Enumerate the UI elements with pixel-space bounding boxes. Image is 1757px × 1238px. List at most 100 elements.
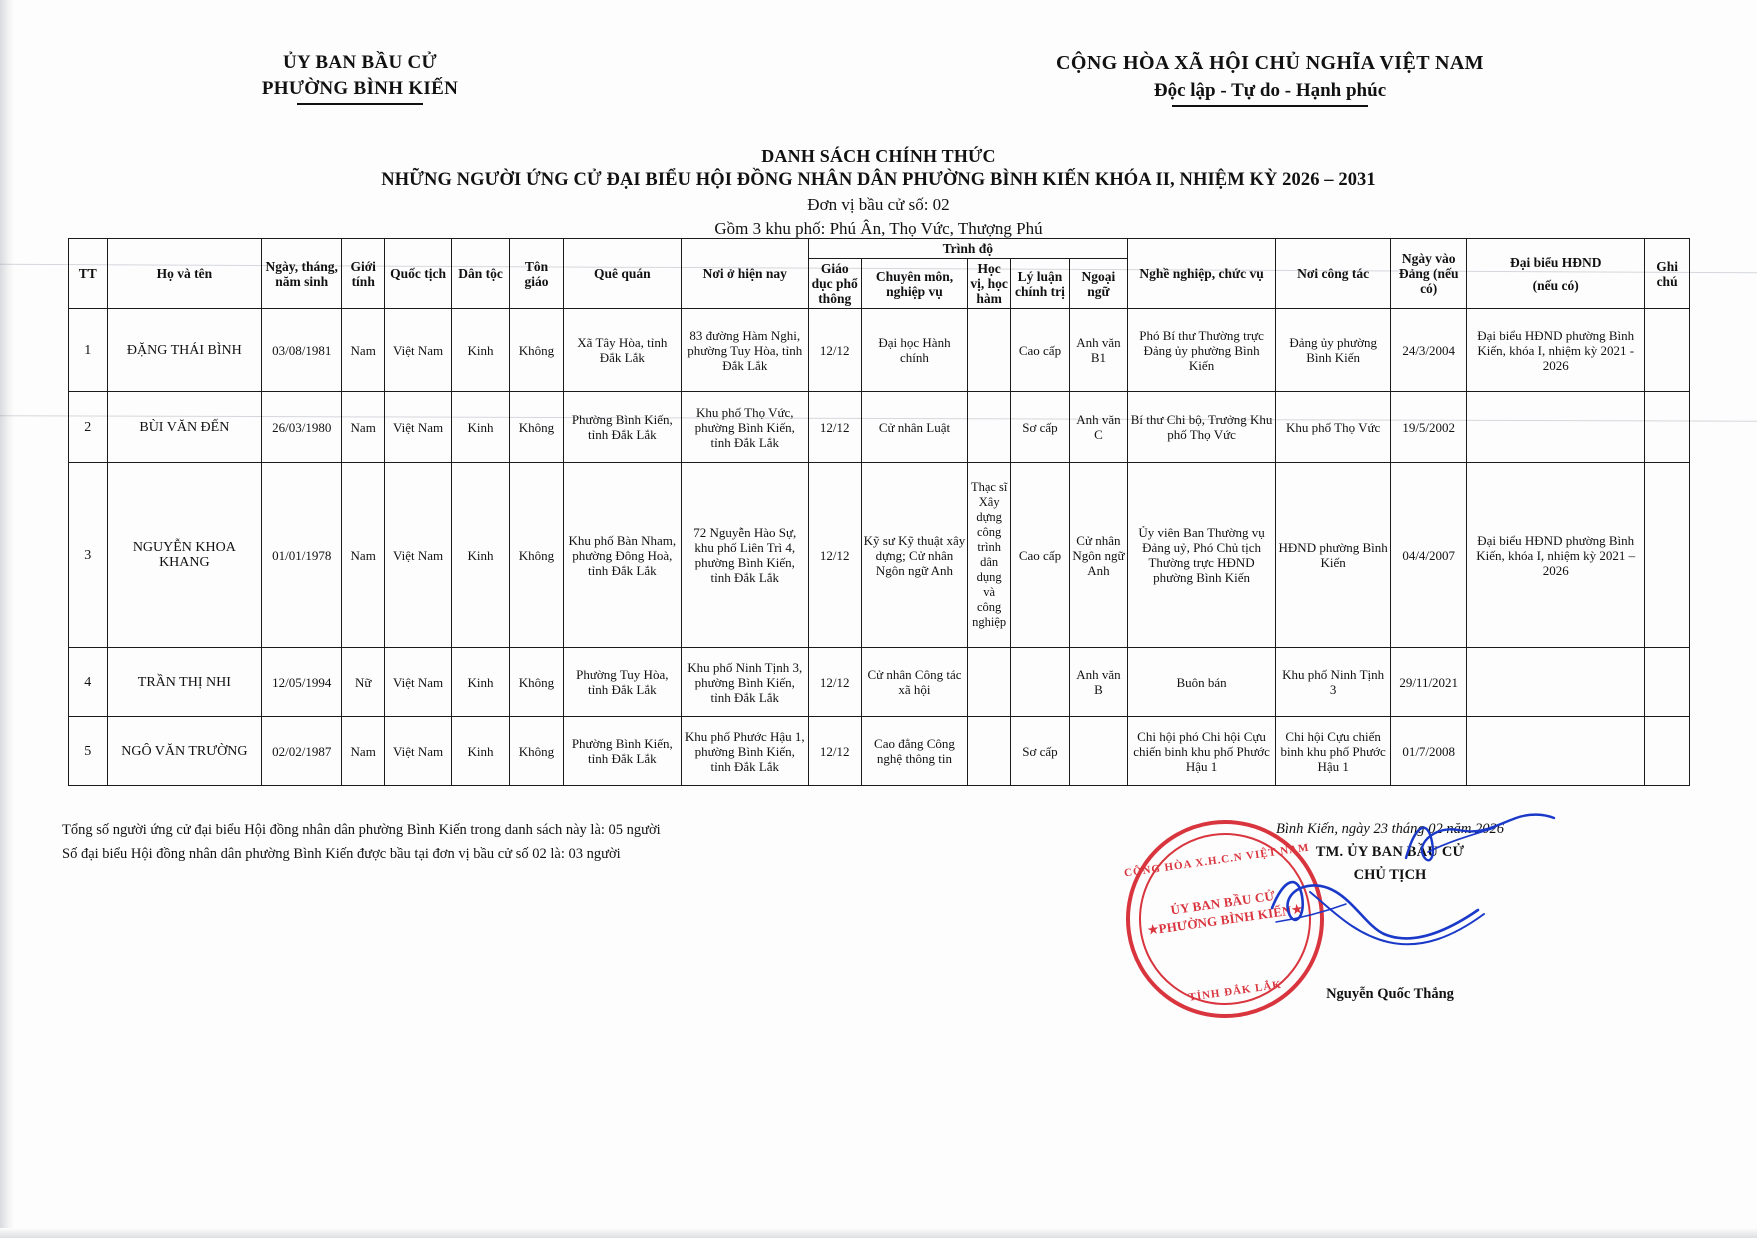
- national-motto: Độc lập - Tự do - Hạnh phúc: [1154, 78, 1386, 107]
- cell-tt: 4: [68, 647, 108, 717]
- cell-workplace: Chi hội Cựu chiến binh khu phố Phước Hậu…: [1275, 716, 1392, 786]
- cell-workplace: Khu phố Thọ Vức: [1275, 391, 1392, 463]
- page-bottom-edge-shadow: [0, 1228, 1757, 1238]
- cell-edu-general: 12/12: [807, 716, 862, 786]
- national-heading: CỘNG HÒA XÃ HỘI CHỦ NGHĨA VIỆT NAM Độc l…: [960, 50, 1580, 107]
- cell-name: TRẦN THỊ NHI: [106, 647, 263, 717]
- issuing-authority: ỦY BAN BẦU CỬ PHƯỜNG BÌNH KIẾN: [150, 50, 570, 105]
- cell-hdnd: Đại biểu HĐND phường Bình Kiến, khóa I, …: [1466, 308, 1646, 392]
- neighborhood-list: Gồm 3 khu phố: Phú Ân, Thọ Vức, Thượng P…: [714, 219, 1043, 238]
- cell-dob: 01/01/1978: [261, 462, 343, 648]
- signatory-name: Nguyễn Quốc Thắng: [1326, 986, 1454, 1002]
- cell-occupation: Ủy viên Ban Thường vụ Đảng uỷ, Phó Chủ t…: [1126, 462, 1277, 648]
- cell-dob: 02/02/1987: [261, 716, 343, 786]
- th-party-date: Ngày vào Đảng (nếu có): [1390, 238, 1468, 309]
- cell-dob: 03/08/1981: [261, 308, 343, 392]
- cell-note: [1644, 308, 1690, 392]
- cell-religion: Không: [509, 391, 564, 463]
- cell-edu-degree: Thạc sĩ Xây dựng công trình dân dụng và …: [967, 462, 1011, 648]
- electoral-unit: Đơn vị bầu cử số: 02: [807, 195, 950, 214]
- cell-edu-degree: [967, 716, 1011, 786]
- cell-edu-language: Anh văn B1: [1068, 308, 1128, 392]
- document-title-block: DANH SÁCH CHÍNH THỨC NHỮNG NGƯỜI ỨNG CỬ …: [0, 144, 1757, 241]
- cell-edu-politics: Sơ cấp: [1010, 716, 1070, 786]
- total-candidates-line: Tổng số người ứng cử đại biểu Hội đồng n…: [62, 822, 661, 838]
- cell-party-date: 04/4/2007: [1390, 462, 1468, 648]
- cell-hdnd: [1466, 391, 1646, 463]
- cell-name: NGÔ VĂN TRƯỜNG: [106, 716, 263, 786]
- cell-edu-major: Cử nhân Luật: [860, 391, 969, 463]
- th-note: Ghi chú: [1644, 238, 1690, 309]
- cell-hometown: Phường Tuy Hòa, tỉnh Đắk Lắk: [562, 647, 682, 717]
- cell-tt: 2: [68, 391, 108, 463]
- table-header-row-2: Giáo dục phổ thông Chuyên môn, nghiệp vụ…: [69, 258, 1690, 309]
- cell-hdnd: [1466, 647, 1646, 717]
- cell-name: ĐẶNG THÁI BÌNH: [106, 308, 263, 392]
- cell-tt: 1: [68, 308, 108, 392]
- signature-place-date: Bình Kiến, ngày 23 tháng 02 năm 2026: [1276, 821, 1504, 837]
- cell-hometown: Phường Bình Kiến, tỉnh Đắk Lắk: [562, 391, 682, 463]
- cell-name: BÙI VĂN ĐẾN: [106, 391, 263, 463]
- cell-gender: Nữ: [341, 647, 386, 717]
- signature-organization: TM. ỦY BAN BẦU CỬ: [1315, 844, 1465, 860]
- cell-note: [1644, 647, 1690, 717]
- cell-edu-language: Anh văn B: [1068, 647, 1128, 717]
- cell-note: [1644, 462, 1690, 648]
- cell-edu-major: Đại học Hành chính: [860, 308, 969, 392]
- cell-hdnd: [1466, 716, 1646, 786]
- th-occupation: Nghề nghiệp, chức vụ: [1126, 238, 1277, 309]
- footer-summary: Tổng số người ứng cử đại biểu Hội đồng n…: [62, 818, 661, 866]
- table-row: 5 NGÔ VĂN TRƯỜNG 02/02/1987 Nam Việt Nam…: [68, 716, 1690, 786]
- cell-religion: Không: [509, 647, 564, 717]
- authority-line-2: PHƯỜNG BÌNH KIẾN: [262, 76, 458, 105]
- cell-nationality: Việt Nam: [384, 716, 453, 786]
- candidate-list-table: TT Họ và tên Ngày, tháng, năm sinh Giới …: [68, 238, 1690, 786]
- th-edu-politics: Lý luận chính trị: [1010, 258, 1070, 309]
- th-edu-degree: Học vị, học hàm: [967, 258, 1011, 309]
- authority-line-1: ỦY BAN BẦU CỬ: [283, 52, 437, 73]
- cell-edu-degree: [967, 308, 1011, 392]
- cell-edu-language: [1068, 716, 1128, 786]
- cell-edu-politics: Cao cấp: [1010, 308, 1070, 392]
- table-header-row-1: TT Họ và tên Ngày, tháng, năm sinh Giới …: [68, 238, 1690, 309]
- cell-edu-general: 12/12: [807, 462, 862, 648]
- cell-nationality: Việt Nam: [384, 647, 453, 717]
- cell-nationality: Việt Nam: [384, 462, 453, 648]
- cell-edu-language: Cử nhân Ngôn ngữ Anh: [1068, 462, 1128, 648]
- cell-dob: 12/05/1994: [261, 647, 343, 717]
- cell-hdnd: Đại biểu HĐND phường Bình Kiến, khóa I, …: [1466, 462, 1646, 648]
- cell-edu-politics: Sơ cấp: [1010, 391, 1070, 463]
- cell-edu-politics: Cao cấp: [1010, 462, 1070, 648]
- cell-gender: Nam: [341, 391, 386, 463]
- cell-residence: 72 Nguyễn Hào Sự, khu phố Liên Trì 4, ph…: [680, 462, 809, 648]
- th-ethnicity: Dân tộc: [451, 238, 511, 309]
- cell-ethnicity: Kinh: [451, 716, 511, 786]
- cell-edu-language: Anh văn C: [1068, 391, 1128, 463]
- seats-to-elect-line: Số đại biểu Hội đồng nhân dân phường Bìn…: [62, 846, 621, 862]
- th-hdnd-line2: (nếu có): [1532, 277, 1579, 293]
- cell-workplace: Khu phố Ninh Tịnh 3: [1275, 647, 1392, 717]
- cell-occupation: Chi hội phó Chi hội Cựu chiến binh khu p…: [1126, 716, 1277, 786]
- cell-nationality: Việt Nam: [384, 308, 453, 392]
- th-education-group: Trình độ: [807, 238, 1128, 259]
- document-header: ỦY BAN BẦU CỬ PHƯỜNG BÌNH KIẾN CỘNG HÒA …: [0, 50, 1757, 120]
- cell-party-date: 24/3/2004: [1390, 308, 1468, 392]
- cell-ethnicity: Kinh: [451, 462, 511, 648]
- cell-dob: 26/03/1980: [261, 391, 343, 463]
- cell-edu-major: Cử nhân Công tác xã hội: [860, 647, 969, 717]
- page-left-edge-shadow: [0, 0, 14, 1238]
- country-name: CỘNG HÒA XÃ HỘI CHỦ NGHĨA VIỆT NAM: [1056, 52, 1484, 74]
- cell-edu-major: Cao đẳng Công nghệ thông tin: [860, 716, 969, 786]
- cell-residence: Khu phố Ninh Tịnh 3, phường Bình Kiến, t…: [680, 647, 809, 717]
- cell-edu-degree: [967, 647, 1011, 717]
- cell-hometown: Xã Tây Hòa, tỉnh Đắk Lắk: [562, 308, 682, 392]
- th-edu-general: Giáo dục phổ thông: [807, 258, 862, 309]
- th-gender: Giới tính: [341, 238, 386, 309]
- table-row: 4 TRẦN THỊ NHI 12/05/1994 Nữ Việt Nam Ki…: [68, 647, 1690, 717]
- cell-workplace: Đảng ủy phường Bình Kiến: [1275, 308, 1392, 392]
- th-hdnd: Đại biểu HĐND (nếu có): [1466, 238, 1646, 309]
- cell-ethnicity: Kinh: [451, 647, 511, 717]
- cell-edu-major: Kỹ sư Kỹ thuật xây dựng; Cử nhân Ngôn ng…: [860, 462, 969, 648]
- title-line-2: NHỮNG NGƯỜI ỨNG CỬ ĐẠI BIỂU HỘI ĐỒNG NHÂ…: [381, 170, 1376, 190]
- th-tt: TT: [68, 238, 108, 309]
